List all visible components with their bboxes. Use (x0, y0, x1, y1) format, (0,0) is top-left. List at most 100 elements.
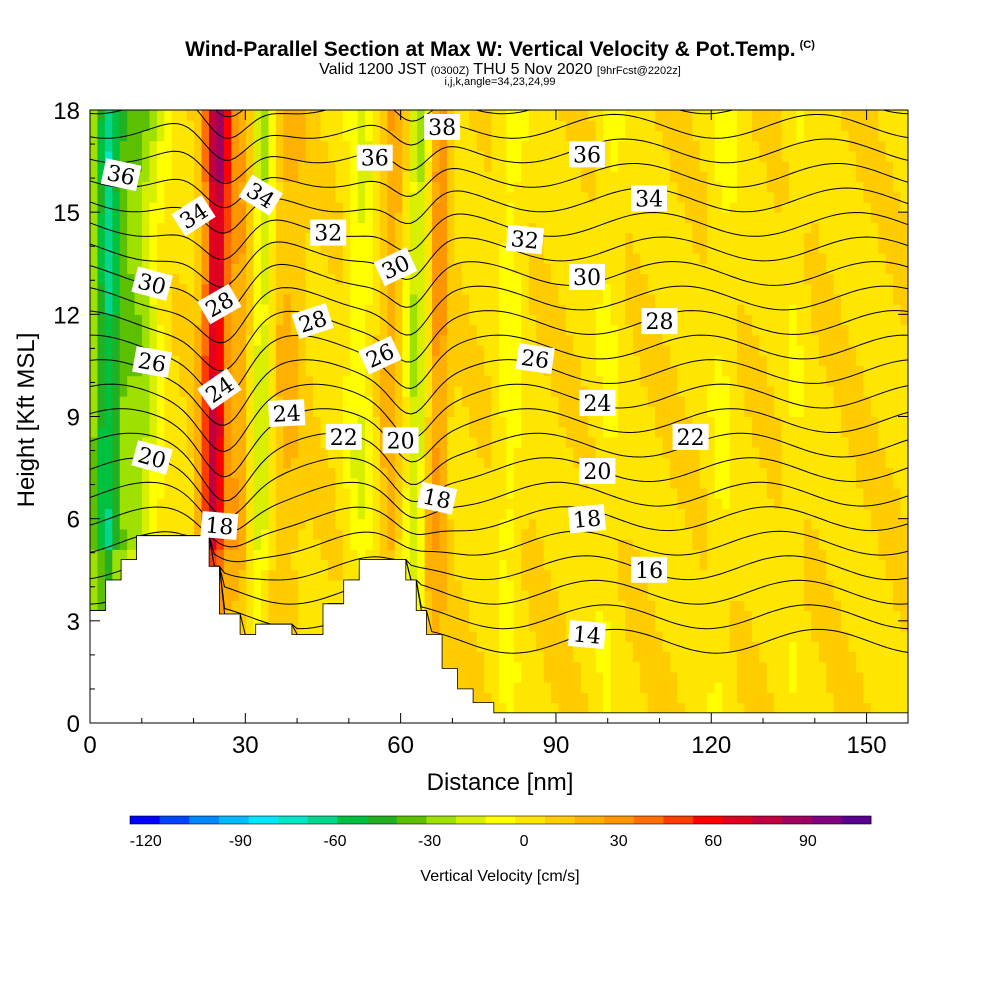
velocity-cell (536, 457, 545, 469)
velocity-cell (573, 671, 582, 683)
velocity-cell (409, 242, 418, 254)
velocity-cell (439, 549, 448, 561)
velocity-cell (432, 416, 441, 428)
velocity-cell (699, 508, 708, 520)
velocity-cell (484, 253, 493, 264)
velocity-cell (521, 590, 530, 601)
velocity-cell (439, 579, 448, 591)
velocity-cell (543, 396, 552, 407)
velocity-cell (112, 283, 121, 295)
velocity-cell (216, 161, 225, 172)
velocity-cell (506, 324, 515, 336)
velocity-cell (499, 120, 508, 132)
velocity-cell (335, 253, 344, 264)
velocity-cell (142, 140, 151, 152)
velocity-cell (484, 477, 493, 489)
velocity-cell (543, 222, 552, 234)
velocity-cell (223, 150, 232, 162)
velocity-cell (617, 150, 627, 162)
velocity-cell (432, 559, 441, 571)
velocity-cell (372, 385, 381, 397)
velocity-cell (238, 498, 247, 510)
velocity-cell (246, 171, 255, 183)
velocity-cell (305, 447, 314, 458)
velocity-cell (402, 365, 411, 377)
velocity-cell (610, 692, 619, 704)
velocity-cell (216, 334, 225, 346)
velocity-cell (402, 212, 411, 223)
velocity-cell (506, 253, 515, 264)
velocity-cell (223, 344, 232, 356)
velocity-cell (350, 447, 359, 458)
velocity-cell (261, 344, 270, 356)
velocity-cell (580, 110, 589, 121)
velocity-cell (662, 457, 671, 469)
velocity-cell (268, 467, 277, 479)
velocity-cell (283, 518, 292, 530)
velocity-cell (610, 528, 619, 540)
velocity-cell (365, 467, 374, 479)
velocity-cell (290, 212, 299, 223)
velocity-cell (409, 467, 418, 479)
velocity-cell (692, 518, 701, 530)
velocity-cell (521, 416, 530, 428)
velocity-cell (528, 426, 537, 438)
velocity-cell (588, 110, 597, 121)
velocity-cell (417, 150, 426, 162)
velocity-cell (119, 273, 128, 285)
velocity-cell (625, 324, 634, 336)
velocity-cell (179, 161, 188, 172)
velocity-cell (670, 171, 679, 183)
velocity-cell (513, 344, 522, 356)
velocity-cell (655, 334, 664, 346)
velocity-cell (610, 181, 619, 193)
velocity-cell (655, 467, 664, 479)
velocity-cell (402, 273, 411, 285)
velocity-cell (238, 579, 247, 591)
velocity-cell (298, 610, 307, 622)
velocity-cell (439, 610, 448, 622)
velocity-cell (350, 467, 359, 479)
velocity-cell (499, 130, 508, 142)
velocity-cell (573, 436, 582, 448)
velocity-cell (558, 436, 567, 448)
velocity-cell (380, 201, 389, 213)
velocity-cell (432, 457, 441, 469)
velocity-cell (670, 620, 679, 632)
velocity-cell (432, 222, 441, 234)
velocity-cell (491, 569, 500, 581)
velocity-cell (417, 253, 426, 264)
velocity-cell (417, 120, 426, 132)
velocity-cell (335, 498, 344, 510)
velocity-cell (595, 314, 604, 326)
velocity-cell (112, 314, 121, 326)
velocity-cell (134, 416, 143, 428)
velocity-cell (617, 314, 627, 326)
velocity-cell (699, 488, 708, 499)
velocity-cell (275, 222, 284, 234)
velocity-cell (632, 253, 641, 264)
velocity-cell (610, 488, 619, 499)
velocity-cell (238, 253, 247, 264)
valid-date: THU 5 Nov 2020 (473, 61, 593, 78)
velocity-cell (543, 488, 552, 499)
velocity-cell (417, 263, 426, 275)
velocity-cell (484, 191, 493, 203)
velocity-cell (625, 396, 634, 407)
velocity-cell (699, 375, 708, 387)
velocity-cell (424, 293, 433, 305)
velocity-cell (417, 569, 426, 581)
velocity-cell (684, 600, 693, 612)
velocity-cell (104, 304, 113, 315)
velocity-cell (283, 334, 292, 346)
velocity-cell (521, 171, 530, 183)
velocity-cell (625, 569, 634, 581)
velocity-cell (484, 579, 493, 591)
velocity-cell (134, 242, 143, 254)
velocity-cell (171, 528, 180, 540)
velocity-cell (558, 579, 567, 591)
velocity-cell (275, 263, 284, 275)
velocity-cell (476, 600, 485, 612)
velocity-cell (372, 212, 381, 223)
velocity-cell (216, 467, 225, 479)
